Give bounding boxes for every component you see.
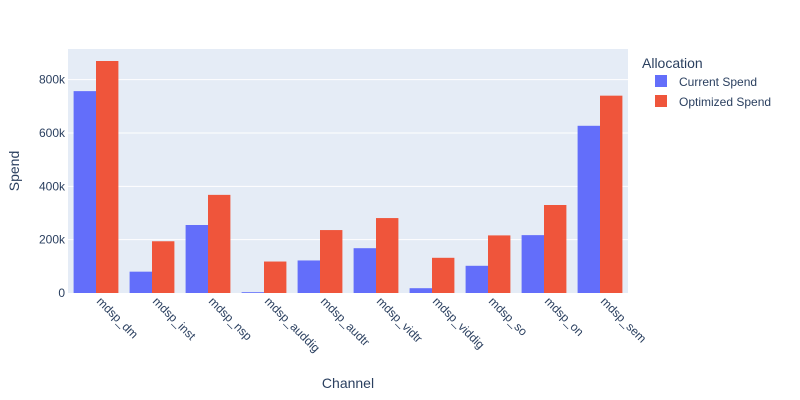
x-tick-label: mdsp_on <box>542 294 587 339</box>
legend-swatch-optimized-spend <box>655 95 667 107</box>
bar-current-spend-mdsp-sem[interactable] <box>577 125 600 293</box>
x-tick-label: mdsp_audtr <box>318 294 373 349</box>
x-axis-ticks: mdsp_dm mdsp_inst mdsp_nsp mdsp_auddigmdsp_… <box>94 294 649 355</box>
x-tick-label: mdsp_viddig <box>430 294 488 352</box>
bar-current-spend-mdsp-auddig[interactable] <box>241 292 264 293</box>
y-axis-ticks: 0 200k 400k 600k 800k <box>39 73 66 300</box>
bar-optimized-spend-mdsp-viddig[interactable] <box>432 257 455 293</box>
x-tick-label: mdsp_vidtr <box>374 294 425 345</box>
bar-current-spend-mdsp-inst[interactable] <box>129 271 152 293</box>
x-axis-title: Channel <box>322 375 374 391</box>
x-tick-label: mdsp_sem <box>598 294 649 345</box>
legend: Allocation Current Spend Optimized Spend <box>642 55 771 109</box>
bar-optimized-spend-mdsp-vidtr[interactable] <box>376 218 399 293</box>
x-tick-label: mdsp_dm <box>94 294 141 341</box>
legend-title: Allocation <box>642 55 703 71</box>
bar-optimized-spend-mdsp-audtr[interactable] <box>320 230 343 293</box>
x-tick-label: mdsp_so <box>486 294 531 339</box>
bar-current-spend-mdsp-viddig[interactable] <box>409 288 432 293</box>
legend-label-current-spend: Current Spend <box>679 75 757 89</box>
legend-label-optimized-spend: Optimized Spend <box>679 95 771 109</box>
y-axis-title: Spend <box>6 151 22 191</box>
x-tick-label: mdsp_inst <box>150 294 199 343</box>
bar-current-spend-mdsp-dm[interactable] <box>73 91 96 293</box>
y-tick-label: 400k <box>39 179 66 193</box>
legend-swatch-current-spend <box>655 75 667 87</box>
y-tick-label: 0 <box>58 286 65 300</box>
bar-optimized-spend-mdsp-auddig[interactable] <box>264 261 287 293</box>
bar-current-spend-mdsp-so[interactable] <box>465 265 488 293</box>
bar-optimized-spend-mdsp-dm[interactable] <box>96 61 119 293</box>
bars <box>73 61 623 294</box>
x-tick-label: mdsp_nsp <box>206 294 255 343</box>
bar-current-spend-mdsp-nsp[interactable] <box>185 225 208 293</box>
x-tick-label: mdsp_auddig <box>262 294 323 355</box>
bar-current-spend-mdsp-on[interactable] <box>521 235 544 293</box>
bar-optimized-spend-mdsp-on[interactable] <box>544 205 567 293</box>
bar-optimized-spend-mdsp-nsp[interactable] <box>208 194 231 293</box>
legend-item-current-spend[interactable]: Current Spend <box>655 75 757 89</box>
y-tick-label: 600k <box>39 126 66 140</box>
bar-optimized-spend-mdsp-so[interactable] <box>488 235 511 293</box>
bar-current-spend-mdsp-vidtr[interactable] <box>353 248 376 293</box>
bar-current-spend-mdsp-audtr[interactable] <box>297 260 320 293</box>
bar-optimized-spend-mdsp-sem[interactable] <box>600 95 623 294</box>
y-tick-label: 200k <box>39 233 66 247</box>
bar-optimized-spend-mdsp-inst[interactable] <box>152 241 175 293</box>
legend-item-optimized-spend[interactable]: Optimized Spend <box>655 95 771 109</box>
y-tick-label: 800k <box>39 73 66 87</box>
